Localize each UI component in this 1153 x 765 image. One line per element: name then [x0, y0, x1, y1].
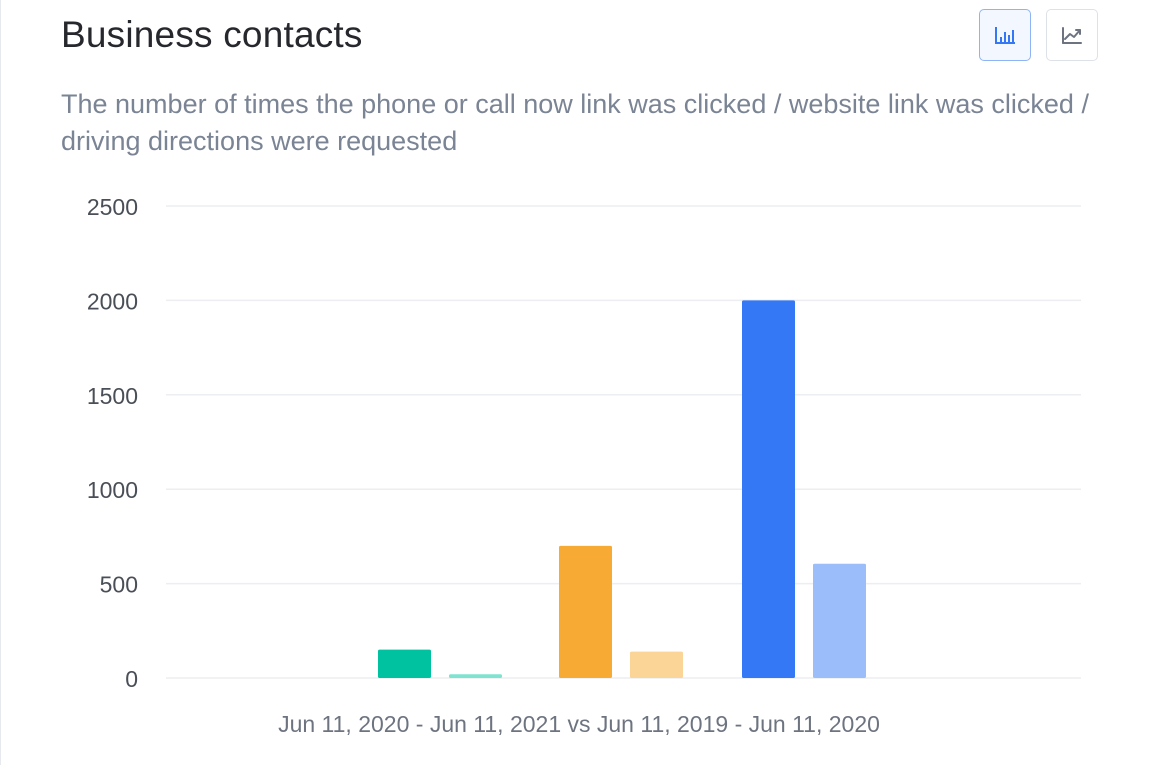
card-subtitle: The number of times the phone or call no… [61, 89, 1089, 156]
y-tick-label: 2500 [87, 194, 138, 220]
bar-chart: 0 500 1000 1500 2000 2500 Jun 11, 2020 - Jun 1… [87, 194, 1081, 737]
bar-view-toggle[interactable] [979, 9, 1031, 61]
line-chart-icon [1062, 27, 1082, 44]
y-tick-label: 0 [125, 666, 138, 692]
line-view-toggle[interactable] [1046, 9, 1098, 61]
bar-chart-icon [995, 27, 1015, 44]
period-comparison-caption: Jun 11, 2020 - Jun 11, 2021 vs Jun 11, 2… [278, 711, 880, 737]
bar-group-2-current [559, 545, 612, 678]
bar-group-1-current [378, 649, 431, 678]
y-tick-label: 1500 [87, 383, 138, 409]
bar-group-3-current [742, 300, 795, 678]
bar-group-2-previous [630, 651, 683, 678]
card-title: Business contacts [61, 14, 363, 55]
bar-group-3-previous [813, 563, 866, 678]
y-tick-label: 1000 [87, 477, 138, 503]
bar-group-1-previous [449, 674, 502, 678]
y-tick-label: 2000 [87, 288, 138, 314]
y-tick-label: 500 [100, 572, 138, 598]
